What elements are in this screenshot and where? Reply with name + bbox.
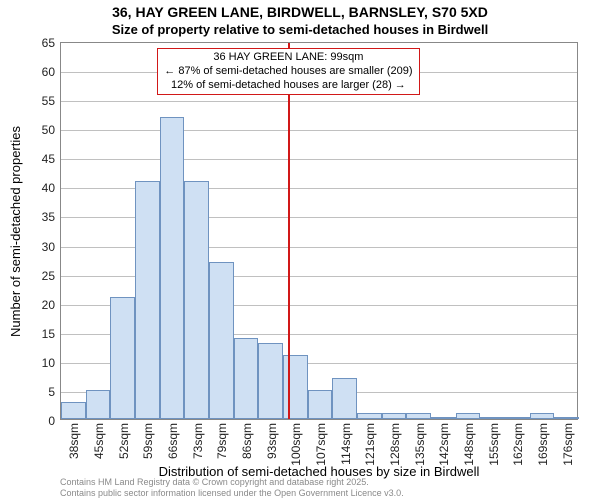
y-tick-label: 0	[21, 414, 55, 428]
annotation-line1: 36 HAY GREEN LANE: 99sqm	[164, 51, 412, 65]
title-line1: 36, HAY GREEN LANE, BIRDWELL, BARNSLEY, …	[0, 0, 600, 22]
attribution-line2: Contains public sector information licen…	[60, 488, 404, 498]
x-tick-label: 135sqm	[413, 423, 427, 466]
x-tick-label: 121sqm	[363, 423, 377, 466]
attribution-line1: Contains HM Land Registry data © Crown c…	[60, 477, 404, 487]
attribution: Contains HM Land Registry data © Crown c…	[60, 477, 404, 498]
histogram-bar	[234, 338, 259, 419]
histogram-bar	[308, 390, 333, 419]
histogram-bar	[382, 413, 407, 419]
histogram-bar	[357, 413, 382, 419]
gridline	[61, 101, 577, 102]
histogram-bar	[86, 390, 111, 419]
x-tick-label: 38sqm	[67, 423, 81, 459]
chart-container: 36, HAY GREEN LANE, BIRDWELL, BARNSLEY, …	[0, 0, 600, 500]
y-tick-label: 50	[21, 123, 55, 137]
x-tick-label: 107sqm	[314, 423, 328, 466]
histogram-bar	[530, 413, 555, 419]
histogram-bar	[505, 417, 530, 419]
x-tick-label: 73sqm	[191, 423, 205, 459]
title-line2: Size of property relative to semi-detach…	[0, 22, 600, 38]
histogram-bar	[480, 417, 505, 419]
y-tick-label: 20	[21, 298, 55, 312]
y-tick-label: 55	[21, 94, 55, 108]
x-tick-label: 79sqm	[215, 423, 229, 459]
gridline	[61, 159, 577, 160]
x-tick-label: 59sqm	[141, 423, 155, 459]
histogram-bar	[110, 297, 135, 419]
x-tick-label: 114sqm	[339, 423, 353, 465]
marker-line	[288, 43, 290, 419]
y-tick-label: 15	[21, 327, 55, 341]
x-tick-label: 142sqm	[437, 423, 451, 466]
chart-title: 36, HAY GREEN LANE, BIRDWELL, BARNSLEY, …	[0, 0, 600, 38]
annotation-line3: 12% of semi-detached houses are larger (…	[164, 79, 412, 93]
histogram-bar	[135, 181, 160, 419]
x-tick-label: 93sqm	[265, 423, 279, 459]
x-tick-label: 176sqm	[561, 423, 575, 466]
x-tick-label: 66sqm	[166, 423, 180, 459]
annotation-line2: ← 87% of semi-detached houses are smalle…	[164, 65, 412, 79]
histogram-bar	[209, 262, 234, 419]
y-tick-label: 40	[21, 181, 55, 195]
y-tick-label: 5	[21, 385, 55, 399]
histogram-bar	[160, 117, 185, 419]
histogram-bar	[61, 402, 86, 419]
x-tick-label: 45sqm	[92, 423, 106, 459]
histogram-bar	[184, 181, 209, 419]
y-tick-label: 65	[21, 36, 55, 50]
histogram-bar	[431, 417, 456, 419]
histogram-bar	[456, 413, 481, 419]
histogram-bar	[283, 355, 308, 419]
y-tick-label: 10	[21, 356, 55, 370]
y-tick-label: 25	[21, 269, 55, 283]
y-tick-label: 30	[21, 240, 55, 254]
y-tick-label: 35	[21, 210, 55, 224]
plot-wrap: 0510152025303540455055606538sqm45sqm52sq…	[60, 42, 578, 420]
x-tick-label: 86sqm	[240, 423, 254, 459]
plot-area: 0510152025303540455055606538sqm45sqm52sq…	[60, 42, 578, 420]
x-tick-label: 100sqm	[289, 423, 303, 466]
gridline	[61, 130, 577, 131]
x-tick-label: 148sqm	[462, 423, 476, 466]
x-tick-label: 52sqm	[117, 423, 131, 459]
y-tick-label: 60	[21, 65, 55, 79]
annotation-box: 36 HAY GREEN LANE: 99sqm← 87% of semi-de…	[157, 48, 419, 95]
histogram-bar	[554, 417, 579, 419]
histogram-bar	[258, 343, 283, 419]
histogram-bar	[332, 378, 357, 419]
x-tick-label: 162sqm	[511, 423, 525, 466]
x-tick-label: 128sqm	[388, 423, 402, 466]
y-tick-label: 45	[21, 152, 55, 166]
x-tick-label: 169sqm	[536, 423, 550, 466]
histogram-bar	[406, 413, 431, 419]
x-tick-label: 155sqm	[487, 423, 501, 466]
